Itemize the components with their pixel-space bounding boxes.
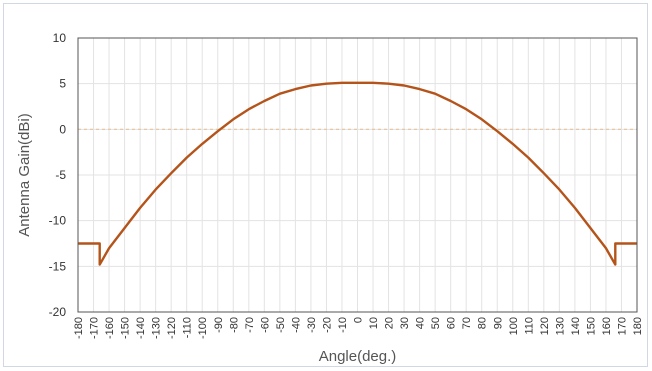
x-tick-label: -40 bbox=[290, 317, 302, 333]
x-tick-label: -160 bbox=[104, 317, 116, 339]
x-axis-title: Angle(deg.) bbox=[319, 348, 397, 365]
x-tick-label: -150 bbox=[120, 317, 132, 339]
x-tick-label: 100 bbox=[508, 317, 520, 335]
gain-series-line bbox=[78, 81, 637, 266]
x-tick-label: 40 bbox=[415, 317, 427, 329]
x-tick-label: 160 bbox=[601, 317, 613, 335]
y-tick-label: 5 bbox=[59, 77, 66, 91]
y-tick-label: -20 bbox=[49, 305, 67, 319]
x-tick-label: 90 bbox=[492, 317, 504, 329]
x-tick-label: -180 bbox=[73, 317, 85, 339]
x-tick-label: -20 bbox=[321, 317, 333, 333]
y-tick-label: 0 bbox=[59, 122, 66, 136]
y-tick-label: -5 bbox=[55, 168, 66, 182]
x-tick-label: 120 bbox=[539, 317, 551, 335]
x-tick-label: 10 bbox=[368, 317, 380, 329]
x-tick-labels: -180 -170 -160 -150 -140 -130 -120 -110 -100 -90-… bbox=[73, 317, 644, 339]
x-tick-label: 170 bbox=[616, 317, 628, 335]
x-tick-label: -50 bbox=[275, 317, 287, 333]
x-tick-label: -100 bbox=[197, 317, 209, 339]
x-tick-label: -10 bbox=[337, 317, 349, 333]
x-tick-label: 30 bbox=[399, 317, 411, 329]
x-tick-label: 180 bbox=[632, 317, 644, 335]
x-tick-label: 130 bbox=[554, 317, 566, 335]
x-tick-label: 0 bbox=[353, 317, 365, 323]
x-tick-label: -130 bbox=[151, 317, 163, 339]
y-axis-title: Antenna Gain(dBi) bbox=[16, 113, 33, 236]
x-tick-label: 50 bbox=[430, 317, 442, 329]
x-tick-label: -140 bbox=[135, 317, 147, 339]
x-tick-label: 150 bbox=[585, 317, 597, 335]
x-tick-label: 20 bbox=[384, 317, 396, 329]
x-tick-label: -110 bbox=[182, 317, 194, 338]
x-tick-label: 60 bbox=[446, 317, 458, 329]
y-tick-label: -15 bbox=[49, 259, 67, 273]
chart-frame: -20 -15 -10 -5 0 5 10 -180 -170 -160 -150 -140 -130… bbox=[3, 3, 648, 367]
x-tick-label: 70 bbox=[461, 317, 473, 329]
series-layer bbox=[78, 81, 637, 266]
x-tick-label: -70 bbox=[244, 317, 256, 333]
x-tick-label: -90 bbox=[213, 317, 225, 333]
x-tick-label: -170 bbox=[89, 317, 101, 339]
x-tick-label: 140 bbox=[570, 317, 582, 335]
x-tick-label: -30 bbox=[306, 317, 318, 333]
plot-area-border bbox=[77, 37, 638, 313]
x-tick-label: -60 bbox=[259, 317, 271, 333]
grid bbox=[77, 37, 638, 313]
y-tick-label: -10 bbox=[49, 214, 67, 228]
x-tick-label: -120 bbox=[166, 317, 178, 339]
x-tick-label: 80 bbox=[477, 317, 489, 329]
x-tick-label: -80 bbox=[228, 317, 240, 333]
y-tick-label: 10 bbox=[53, 31, 67, 45]
y-tick-labels: -20 -15 -10 -5 0 5 10 bbox=[49, 31, 67, 319]
x-tick-label: 110 bbox=[523, 317, 535, 335]
